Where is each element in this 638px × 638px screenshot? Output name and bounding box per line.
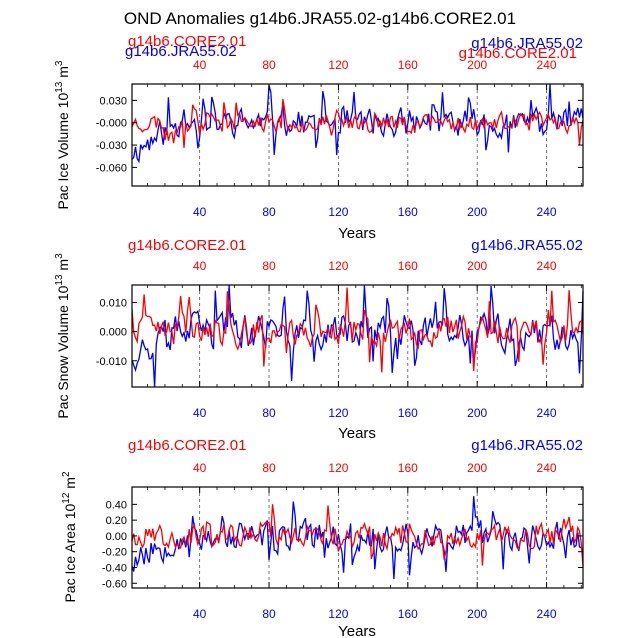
x-tick-label-bottom: 120 [328,406,348,420]
x-axis-label: Years [338,425,376,442]
x-tick-label-top: 80 [262,461,276,475]
series-line-g14b6-CORE2-01 [131,98,584,148]
y-tick-label: 0.00 [106,531,127,543]
x-tick-label-top: 200 [467,58,487,72]
y-tick-label: -0.20 [102,547,127,559]
x-tick-label-top: 40 [193,259,207,273]
x-tick-label-top: 240 [537,58,557,72]
x-axis-label: Years [338,225,376,242]
panel-snow-volume: g14b6.CORE2.01 g14b6.JRA55.02 Pac Snow V… [54,237,584,442]
x-tick-label-top: 120 [328,58,348,72]
x-tick-label-top: 80 [262,259,276,273]
plot-frame [131,284,584,388]
x-axis-label: Years [338,623,376,638]
y-axis-label: Pac Snow Volume 1013 m3 [54,253,71,419]
y-axis-label: Pac Ice Volume 1013 m3 [54,60,71,209]
legend-right-label: g14b6.JRA55.02 [471,35,583,52]
y-axis-label: Pac Ice Area 1012 m2 [61,471,78,603]
x-tick-label-top: 160 [398,461,418,475]
legend-left-label: g14b6.CORE2.01 [128,33,246,50]
x-tick-label-bottom: 120 [328,607,348,621]
x-tick-label-bottom: 200 [467,607,487,621]
x-tick-label-bottom: 240 [537,607,557,621]
y-tick-label: 0.030 [99,95,127,107]
x-tick-label-bottom: 120 [328,205,348,219]
plot-frame [131,83,584,187]
series-line-g14b6-CORE2-01 [131,287,584,373]
x-tick-label-bottom: 160 [398,607,418,621]
x-tick-label-bottom: 80 [262,406,276,420]
plot-frame [131,486,584,589]
legend-left-label: g14b6.CORE2.01 [128,437,246,454]
x-tick-label-top: 40 [193,461,207,475]
x-tick-label-bottom: 80 [262,607,276,621]
x-tick-label-top: 200 [467,259,487,273]
x-tick-label-top: 80 [262,58,276,72]
series-line-g14b6-JRA55-02 [131,83,584,164]
x-tick-label-top: 200 [467,461,487,475]
y-tick-label: 0.20 [106,515,127,527]
x-tick-label-bottom: 40 [193,607,207,621]
x-tick-label-bottom: 80 [262,205,276,219]
series-line-g14b6-JRA55-02 [131,496,584,580]
legend-right-label: g14b6.JRA55.02 [471,437,583,454]
y-tick-label: 0.000 [99,327,127,339]
y-tick-label: -0.010 [96,356,127,368]
series-line-g14b6-CORE2-01 [131,504,584,567]
y-tick-label: -0.40 [102,562,127,574]
legend-left-overlap-label: g14b6.JRA55.02 [125,43,237,60]
y-tick-label: -0.060 [96,162,127,174]
y-tick-label: -0.60 [102,578,127,590]
x-tick-label-bottom: 240 [537,406,557,420]
x-tick-label-top: 240 [537,461,557,475]
x-tick-label-bottom: 200 [467,205,487,219]
x-tick-label-top: 160 [398,259,418,273]
x-tick-label-top: 40 [193,58,207,72]
x-tick-label-bottom: 160 [398,406,418,420]
panel-ice-volume: g14b6.CORE2.01 g14b6.JRA55.02 g14b6.JRA5… [54,33,584,242]
figure-title: OND Anomalies g14b6.JRA55.02-g14b6.CORE2… [124,9,516,28]
legend-left-label: g14b6.CORE2.01 [128,237,246,254]
x-tick-label-top: 160 [398,58,418,72]
y-tick-label: 0.40 [106,499,127,511]
y-tick-label: 0.010 [99,297,127,309]
legend-right-label: g14b6.JRA55.02 [471,237,583,254]
x-tick-label-bottom: 160 [398,205,418,219]
x-tick-label-bottom: 200 [467,406,487,420]
x-tick-label-bottom: 40 [193,406,207,420]
y-tick-label: -0.030 [96,140,127,152]
y-tick-label: -0.000 [96,118,127,130]
panel-ice-area: g14b6.CORE2.01 g14b6.JRA55.02 Pac Ice Ar… [61,437,584,638]
x-tick-label-bottom: 240 [537,205,557,219]
x-tick-label-top: 120 [328,259,348,273]
legend-right-overlap-label: g14b6.CORE2.01 [459,45,577,62]
x-tick-label-top: 240 [537,259,557,273]
x-tick-label-bottom: 40 [193,205,207,219]
x-tick-label-top: 120 [328,461,348,475]
